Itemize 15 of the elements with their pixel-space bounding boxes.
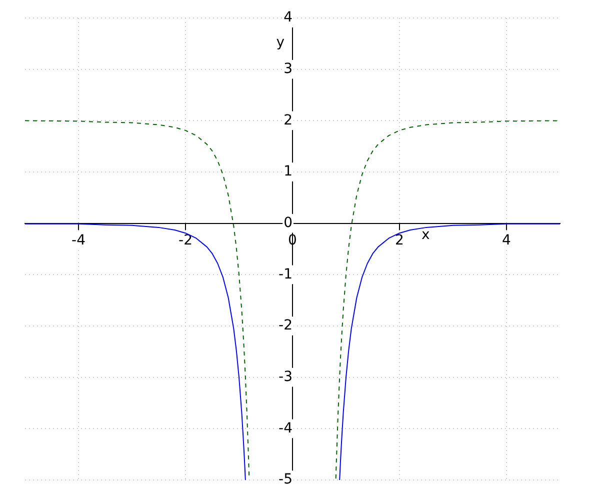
- y-axis-title: y: [276, 34, 284, 51]
- y-tick-label: 0: [284, 214, 292, 231]
- y-tick-label: 1: [284, 164, 292, 180]
- x-tick-label: 4: [502, 232, 512, 248]
- y-tick-label: -5: [278, 472, 292, 488]
- y-tick-label: 4: [284, 10, 293, 26]
- y-tick-label: -4: [278, 420, 293, 436]
- x-tick-label: 2: [395, 232, 404, 248]
- y-tick-label: 2: [284, 112, 292, 128]
- x-tick-label: -4: [72, 232, 86, 248]
- y-tick-label: -1: [278, 266, 292, 282]
- y-tick-label: 3: [284, 60, 292, 77]
- y-tick-label: -2: [278, 318, 292, 334]
- y-tick-label: -3: [278, 368, 292, 385]
- x-axis-title: x: [422, 226, 430, 243]
